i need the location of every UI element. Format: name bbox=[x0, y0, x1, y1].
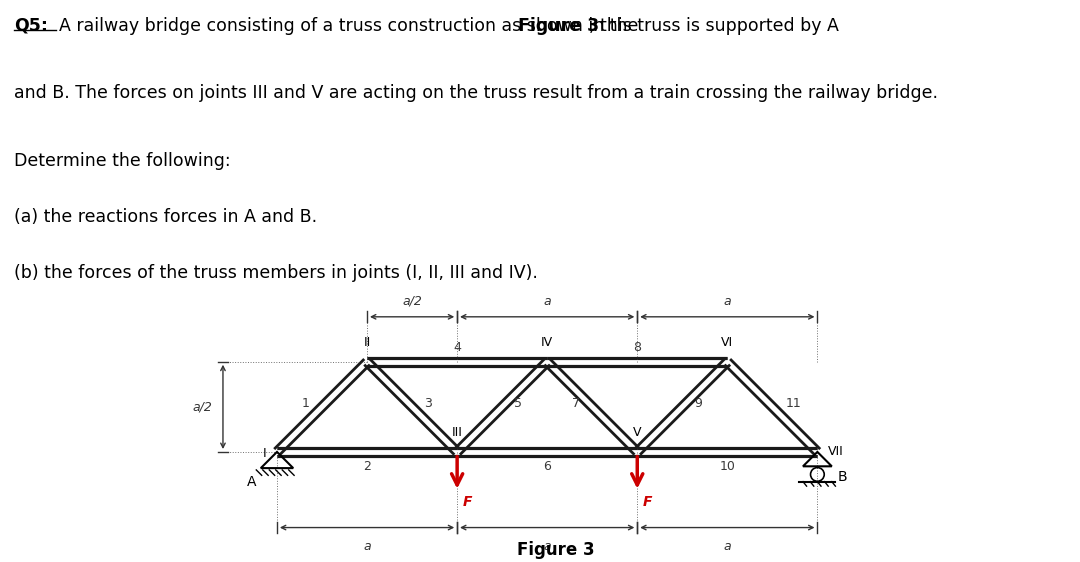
Text: 4: 4 bbox=[454, 341, 461, 354]
Text: , this truss is supported by A: , this truss is supported by A bbox=[589, 17, 838, 35]
Text: 5: 5 bbox=[514, 397, 523, 410]
Text: and B. The forces on joints III and V are acting on the truss result from a trai: and B. The forces on joints III and V ar… bbox=[14, 84, 939, 102]
Text: 9: 9 bbox=[694, 397, 702, 410]
Text: 10: 10 bbox=[719, 460, 735, 473]
Text: B: B bbox=[838, 470, 848, 484]
Text: 6: 6 bbox=[543, 460, 551, 473]
Text: Q5:: Q5: bbox=[14, 17, 48, 35]
Text: A railway bridge consisting of a truss construction as shown in the: A railway bridge consisting of a truss c… bbox=[59, 17, 645, 35]
Text: (b) the forces of the truss members in joints (I, II, III and IV).: (b) the forces of the truss members in j… bbox=[14, 264, 538, 282]
Text: I: I bbox=[262, 447, 266, 460]
Text: VII: VII bbox=[828, 446, 843, 459]
Text: Figure 3: Figure 3 bbox=[518, 17, 599, 35]
Text: 3: 3 bbox=[424, 397, 432, 410]
Text: A: A bbox=[247, 475, 257, 490]
Text: F: F bbox=[462, 495, 472, 509]
Text: 8: 8 bbox=[633, 341, 642, 354]
Text: III: III bbox=[451, 427, 462, 439]
Text: IV: IV bbox=[541, 336, 553, 349]
Text: F: F bbox=[643, 495, 652, 509]
Text: a: a bbox=[543, 295, 551, 308]
Text: 1: 1 bbox=[302, 397, 310, 410]
Text: V: V bbox=[633, 427, 642, 439]
Text: a: a bbox=[724, 540, 731, 553]
Text: a: a bbox=[724, 295, 731, 308]
Text: 7: 7 bbox=[572, 397, 580, 410]
Text: II: II bbox=[364, 336, 370, 349]
Text: a: a bbox=[363, 540, 370, 553]
Text: 11: 11 bbox=[786, 397, 801, 410]
Text: a/2: a/2 bbox=[192, 400, 212, 414]
Text: 2: 2 bbox=[363, 460, 372, 473]
Text: a/2: a/2 bbox=[402, 295, 422, 308]
Text: Determine the following:: Determine the following: bbox=[14, 152, 231, 170]
Text: a: a bbox=[543, 540, 551, 553]
Text: (a) the reactions forces in A and B.: (a) the reactions forces in A and B. bbox=[14, 208, 318, 226]
Text: VI: VI bbox=[721, 336, 733, 349]
Text: Figure 3: Figure 3 bbox=[517, 541, 595, 559]
